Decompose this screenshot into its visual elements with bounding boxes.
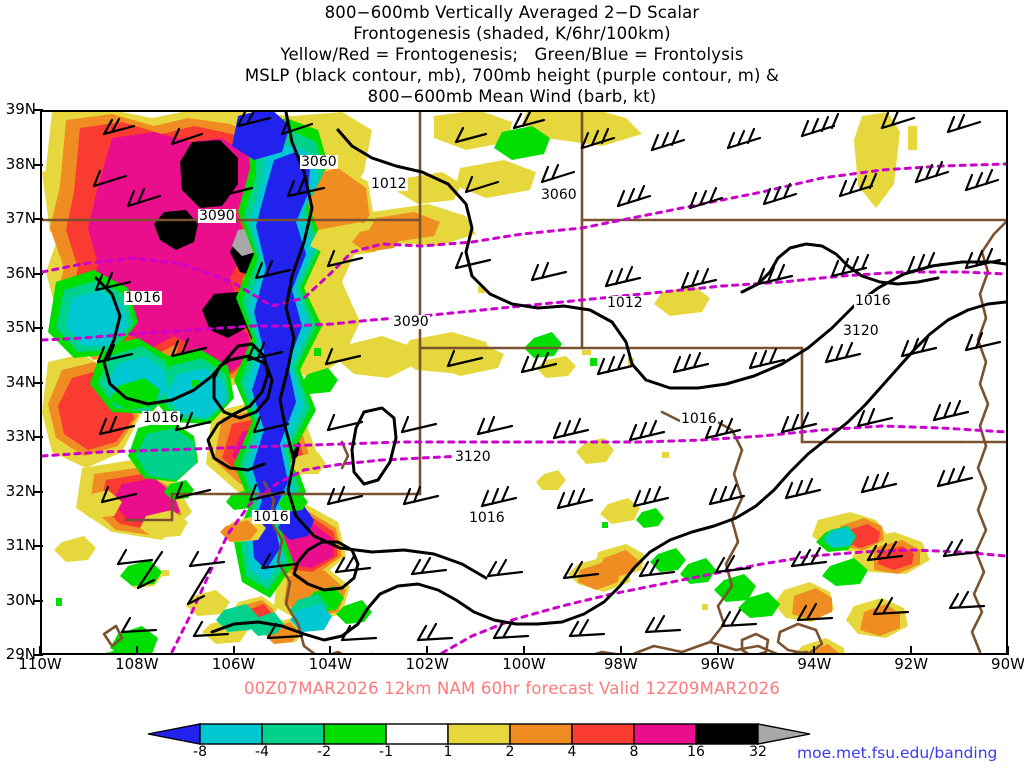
contour-label-height: 3090 (198, 208, 236, 224)
lat-tick-label: 29N (5, 645, 36, 663)
title-line-1: 800−600mb Vertically Averaged 2−D Scalar (324, 3, 700, 22)
lat-tick-label: 30N (5, 590, 36, 609)
contour-label-mslp: 1012 (370, 176, 408, 192)
colorbar-tick-label: 32 (749, 744, 767, 760)
colorbar-band (147, 723, 201, 745)
lon-tick-label: 108W (115, 655, 159, 673)
colorbar-tick-label: -2 (317, 744, 331, 760)
colorbar-band (633, 723, 697, 745)
lon-tick-mark (329, 646, 332, 655)
title-line-2: Frontogenesis (shaded, K/6hr/100km) (353, 24, 671, 43)
colorbar-tick-label: -1 (379, 744, 393, 760)
colorbar-tick-label: 16 (687, 744, 705, 760)
colorbar-band (757, 723, 811, 745)
colorbar-band (199, 723, 263, 745)
colorbar-tick-label: 8 (629, 744, 639, 760)
lon-tick-mark (716, 646, 719, 655)
contour-label-mslp: 1016 (142, 410, 180, 426)
colorbar: -8 -4 -2 -1 1 2 4 8 16 32 (145, 722, 885, 766)
lat-tick-label: 35N (5, 318, 36, 336)
colorbar-band (323, 723, 387, 745)
contour-label-mslp: 1016 (124, 290, 162, 306)
lat-tick-label: 32N (5, 481, 36, 500)
lon-tick-label: 96W (700, 655, 735, 673)
lon-tick-label: 90W (991, 655, 1024, 673)
map-plot-area: 3060 1012 3060 3090 1016 1012 3090 1016 3120 1016… (40, 110, 1008, 655)
lon-tick-mark (910, 646, 913, 655)
colorbar-tick-label: 2 (505, 744, 515, 760)
colorbar-swatches (147, 723, 811, 745)
colorbar-tick-label: 1 (443, 744, 453, 760)
lat-tick-label: 34N (5, 372, 36, 391)
colorbar-band (385, 723, 449, 745)
lon-tick-mark (39, 646, 41, 655)
contour-label-height: 3060 (300, 154, 338, 170)
colorbar-band (695, 723, 759, 745)
lat-tick-mark (34, 599, 43, 602)
colorbar-tick-label: -8 (193, 744, 207, 760)
lon-tick-label: 110W (18, 655, 62, 673)
lat-tick-label: 33N (5, 427, 36, 445)
lat-tick-mark (34, 436, 43, 438)
lat-tick-mark (34, 327, 43, 329)
lon-tick-mark (426, 646, 429, 655)
contour-label-mslp: 1012 (606, 295, 644, 311)
lon-tick-label: 104W (308, 655, 353, 673)
lat-tick-label: 31N (5, 536, 36, 554)
lat-tick-label: 39N (5, 100, 36, 118)
watermark-link[interactable]: moe.met.fsu.edu/banding (797, 744, 998, 762)
lon-tick-label: 100W (502, 655, 546, 673)
colorbar-band (509, 723, 573, 745)
wind-barbs (92, 112, 1002, 642)
contour-label-mslp: 1016 (468, 510, 506, 526)
contour-label-mslp: 1016 (854, 293, 892, 309)
lon-tick-mark (1007, 646, 1009, 655)
contour-label-height: 3060 (540, 187, 578, 203)
colorbar-band (447, 723, 511, 745)
contour-label-height: 3120 (454, 449, 492, 465)
lat-tick-mark (34, 218, 43, 220)
lon-tick-mark (813, 646, 816, 655)
lon-tick-label: 92W (894, 655, 929, 673)
lat-tick-mark (34, 654, 43, 656)
forecast-caption: 00Z07MAR2026 12km NAM 60hr forecast Vali… (243, 679, 781, 698)
contour-label-mslp: 1016 (252, 509, 290, 525)
lat-tick-mark (34, 109, 43, 111)
chart-title: 800−600mb Vertically Averaged 2−D Scalar… (0, 2, 1024, 107)
lon-tick-label: 102W (405, 655, 449, 673)
contour-label-mslp: 1016 (680, 411, 718, 427)
title-line-5: 800−600mb Mean Wind (barb, kt) (367, 87, 657, 106)
lat-tick-label: 37N (5, 209, 36, 227)
lon-tick-mark (232, 646, 235, 655)
lat-tick-mark (34, 272, 43, 275)
lon-tick-mark (523, 646, 525, 655)
lat-tick-mark (34, 545, 43, 547)
colorbar-tick-label: -4 (255, 744, 269, 760)
lon-tick-mark (619, 646, 622, 655)
lon-tick-label: 94W (797, 655, 832, 673)
lon-tick-label: 98W (603, 655, 638, 673)
height-contours-700mb (42, 162, 1006, 653)
frontogenesis-shading (42, 112, 930, 653)
lat-tick-label: 36N (5, 263, 36, 282)
title-line-3: Yellow/Red = Frontogenesis; Green/Blue =… (280, 45, 744, 64)
lat-tick-label: 38N (5, 154, 36, 173)
lat-tick-mark (34, 490, 43, 493)
colorbar-band (571, 723, 635, 745)
lon-tick-label: 106W (211, 655, 256, 673)
lat-tick-mark (34, 163, 43, 166)
lon-tick-mark (135, 646, 138, 655)
title-line-4: MSLP (black contour, mb), 700mb height (… (244, 66, 780, 85)
lat-tick-mark (34, 381, 43, 384)
contour-label-height: 3090 (392, 314, 430, 330)
map-svg (42, 112, 1006, 653)
contour-label-height: 3120 (842, 323, 880, 339)
colorbar-band (261, 723, 325, 745)
colorbar-tick-label: 4 (567, 744, 577, 760)
